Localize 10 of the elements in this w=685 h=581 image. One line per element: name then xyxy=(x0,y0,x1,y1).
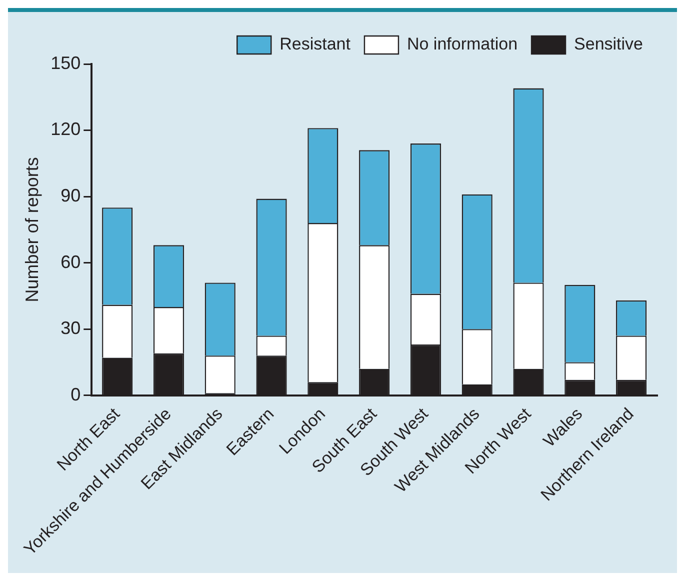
legend-label: Sensitive xyxy=(574,34,644,54)
legend-label: Resistant xyxy=(280,34,351,54)
y-tick-label: 90 xyxy=(60,186,81,206)
y-tick-label: 30 xyxy=(60,318,81,338)
legend-label: No information xyxy=(406,34,518,54)
y-tick-label: 120 xyxy=(50,119,81,140)
y-tick-label: 150 xyxy=(50,52,81,73)
y-tick-label: 60 xyxy=(60,252,81,272)
y-tick-label: 0 xyxy=(70,384,81,404)
y-axis-title: Number of reports xyxy=(22,157,42,302)
